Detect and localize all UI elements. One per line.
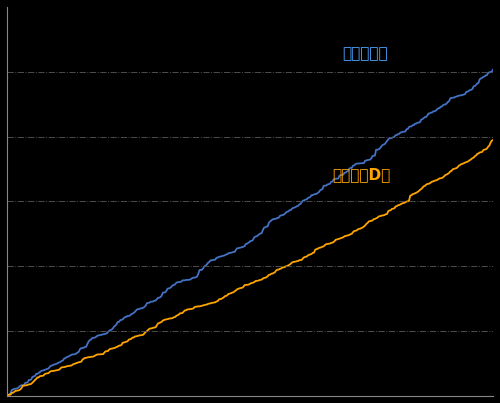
Text: ビタミンD群: ビタミンD群 [332,167,391,182]
Text: プラセボ群: プラセボ群 [342,46,388,61]
